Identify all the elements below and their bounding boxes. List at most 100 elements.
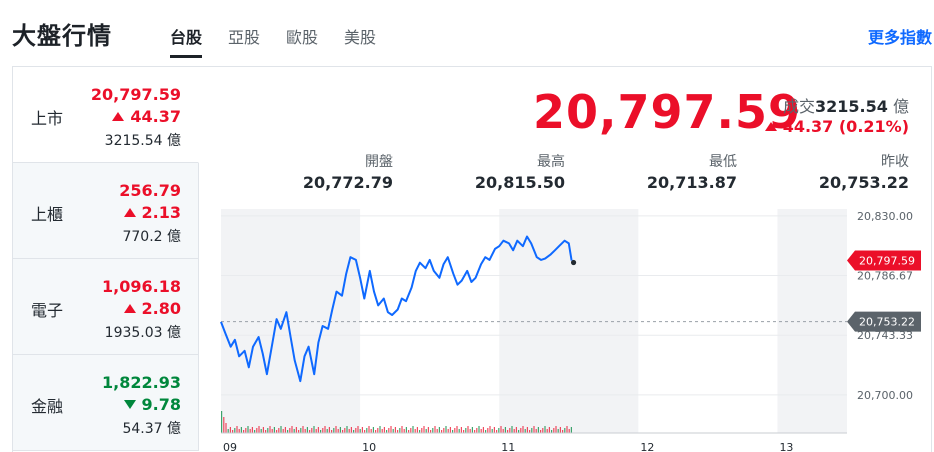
stat-label: 最高 [537, 154, 565, 170]
tab-europe[interactable]: 歐股 [286, 28, 319, 47]
page-title: 大盤行情 [12, 22, 112, 50]
volume-bar [515, 427, 517, 433]
volume-bar [251, 427, 253, 433]
volume-bar [487, 428, 489, 433]
volume-bar [324, 426, 326, 433]
volume-bar [377, 428, 379, 433]
volume-bar [364, 430, 366, 433]
volume-bar [471, 427, 473, 433]
volume-bar [282, 429, 284, 433]
volume-bar [293, 429, 295, 433]
tab-taiwan[interactable]: 台股 [170, 24, 203, 58]
volume-bar [397, 430, 399, 433]
volume-bar [344, 428, 346, 433]
volume-bar [564, 428, 566, 433]
volume-bar [416, 427, 418, 433]
volume-bar [540, 430, 542, 433]
stat-prev-close: 昨收 20,753.22 [749, 151, 909, 192]
volume-bar [273, 427, 275, 433]
volume-bar [392, 429, 394, 433]
price-change-value: 44.37 (0.21%) [782, 117, 909, 136]
tab-asia[interactable]: 亞股 [228, 28, 261, 47]
volume-bar [478, 426, 480, 433]
sidebar-item-price: 1,822.93 [102, 373, 181, 392]
header: 大盤行情 台股 亞股 歐股 美股 更多指數 [0, 0, 934, 62]
volume-bar [271, 429, 273, 433]
volume-bar [295, 427, 297, 433]
volume-bar [456, 426, 458, 433]
volume-bar [463, 430, 465, 433]
volume-bar [317, 427, 319, 433]
volume-bar [375, 430, 377, 433]
volume-bar [254, 430, 256, 433]
volume-bar [320, 430, 322, 433]
volume-bar [342, 430, 344, 433]
volume-bar [383, 427, 385, 433]
volume-bar [555, 426, 557, 433]
sidebar-item-finance[interactable]: 金融 1,822.93 9.78 54.37 億 [13, 355, 199, 451]
sidebar-item-volume: 1935.03 億 [104, 325, 181, 341]
volume-bar [401, 426, 403, 433]
volume-bar [432, 428, 434, 433]
sidebar-item-price: 1,096.18 [102, 277, 181, 296]
volume-bar [518, 430, 520, 433]
volume-bar [335, 426, 337, 433]
volume-bar [381, 429, 383, 433]
volume-bar [355, 428, 357, 433]
tab-us[interactable]: 美股 [344, 28, 377, 47]
trade-volume-label: 成交 [783, 97, 816, 116]
volume-bar [434, 426, 436, 433]
volume-bar [544, 426, 546, 433]
sidebar-item-listed[interactable]: 上市 20,797.59 44.37 3215.54 億 [13, 67, 199, 163]
volume-bar [368, 426, 370, 433]
volume-bar [350, 427, 352, 433]
volume-bar [458, 429, 460, 433]
volume-bar [460, 427, 462, 433]
stat-label: 開盤 [365, 154, 393, 170]
current-price-tag: 20,797.59 [859, 254, 915, 267]
sidebar-item-otc[interactable]: 上櫃 256.79 2.13 770.2 億 [13, 163, 199, 259]
volume-bar [542, 428, 544, 433]
volume-bar [469, 429, 471, 433]
stat-value: 20,815.50 [474, 173, 565, 192]
volume-bar [533, 426, 535, 433]
sidebar-item-change-value: 2.13 [141, 203, 181, 222]
volume-bar [243, 430, 245, 433]
volume-bar [370, 429, 372, 433]
sidebar-item-name: 電子 [31, 301, 64, 320]
volume-bar [223, 417, 225, 433]
volume-bar [465, 428, 467, 433]
volume-bar [405, 427, 407, 433]
volume-bar [535, 429, 537, 433]
intraday-chart[interactable]: 20,830.00 20,786.67 20,743.33 20,700.00 20,7… [207, 201, 921, 452]
sidebar-item-change: 2.13 [123, 203, 181, 222]
last-price-dot [570, 259, 577, 266]
volume-bar [509, 428, 511, 433]
volume-bar [353, 430, 355, 433]
volume-bar [388, 428, 390, 433]
volume-bar [485, 430, 487, 433]
volume-bar [553, 428, 555, 433]
volume-bar [269, 426, 271, 433]
volume-bar [467, 426, 469, 433]
volume-bar [287, 430, 289, 433]
sidebar-item-change-value: 2.80 [141, 299, 181, 318]
more-indices-link[interactable]: 更多指數 [867, 28, 932, 47]
volume-bar [291, 426, 293, 433]
volume-bar [511, 426, 513, 433]
volume-bar [227, 429, 229, 433]
volume-bar [247, 426, 249, 433]
volume-bar [265, 430, 267, 433]
volume-bar [245, 428, 247, 433]
sidebar-item-electronics[interactable]: 電子 1,096.18 2.80 1935.03 億 [13, 259, 199, 355]
volume-bar [225, 423, 227, 433]
volume-bar [258, 426, 260, 433]
sidebar-item-change-value: 9.78 [141, 395, 181, 414]
volume-bar [537, 427, 539, 433]
volume-bar [414, 429, 416, 433]
volume-bar [498, 428, 500, 433]
volume-bar [399, 428, 401, 433]
volume-bar [513, 429, 515, 433]
stat-open: 開盤 20,772.79 [233, 151, 393, 192]
volume-bar [476, 428, 478, 433]
